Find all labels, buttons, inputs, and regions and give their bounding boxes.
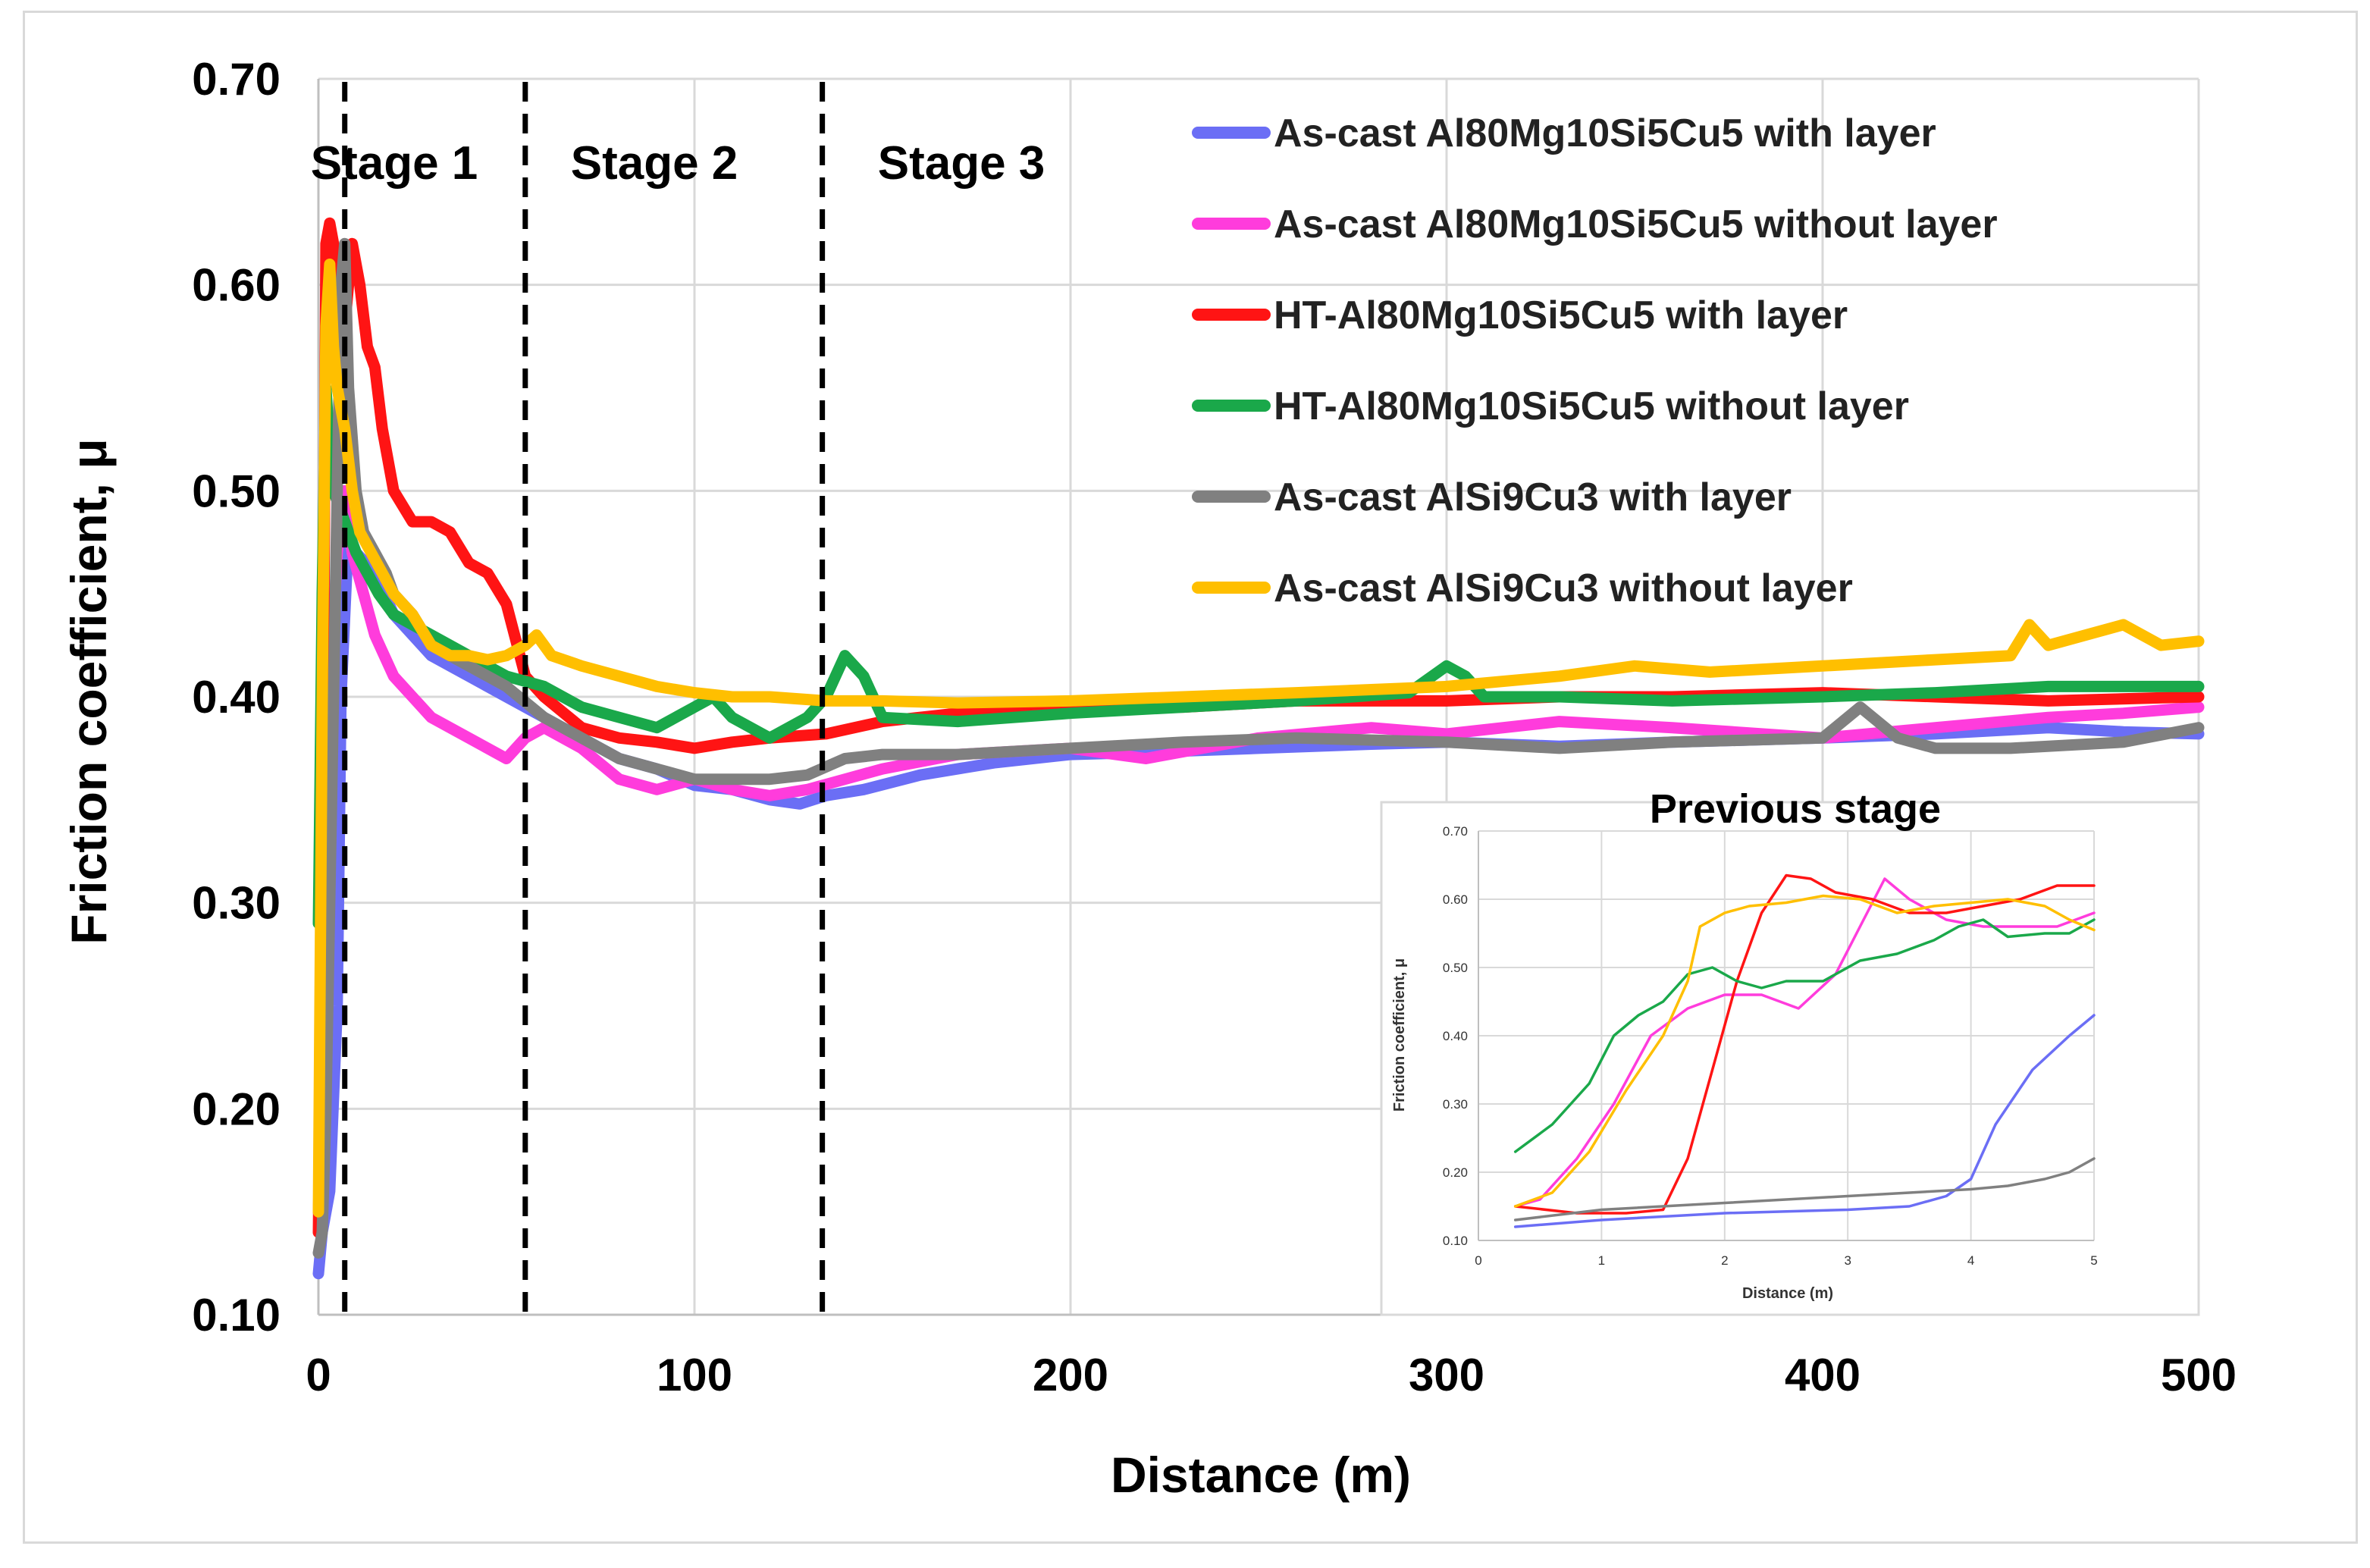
main-tick-labels: 0.100.200.300.400.500.600.700 100 200 300 40… [192, 54, 2237, 1400]
x-tick-label: 0 [306, 1350, 331, 1400]
y-tick-label: 0.50 [192, 466, 281, 516]
y-tick-label: 0.10 [1443, 1234, 1468, 1248]
x-axis-title: Distance (m) [1111, 1447, 1411, 1503]
figure-frame [23, 11, 2358, 1544]
y-tick-label: 0.40 [192, 672, 281, 723]
y-tick-label: 0.40 [1443, 1029, 1468, 1043]
inset-gridlines [1478, 830, 2095, 1241]
x-tick-label: 4 [1967, 1253, 1974, 1268]
inset-y-axis-title: Friction coefficient, μ [1391, 958, 1408, 1112]
series-line-5 [1513, 1157, 2096, 1221]
inset-frame [1380, 801, 2200, 1316]
inset-title: Previous stage [1650, 786, 1941, 832]
x-tick-label: 0 [1475, 1253, 1481, 1268]
series-line-4 [1513, 918, 2096, 1153]
stage-label-3: Stage 3 [878, 137, 1045, 190]
x-tick-label: 300 [1409, 1350, 1484, 1400]
inset-tick-labels: 0.10 0.20 0.30 0.40 0.50 0.60 0.70 0 1 2 3 4 5 [1443, 824, 2098, 1268]
y-tick-label: 0.60 [1443, 892, 1468, 907]
x-tick-label: 1 [1598, 1253, 1605, 1268]
inset-series [1513, 873, 2096, 1228]
y-tick-label: 0.20 [192, 1083, 281, 1134]
inset-chart: 0.10 0.20 0.30 0.40 0.50 0.60 0.70 0 1 2 3 4 5 Previ… [1380, 786, 2200, 1316]
y-tick-label: 0.30 [1443, 1097, 1468, 1112]
series-line-6 [312, 259, 2205, 1218]
x-tick-label: 200 [1033, 1350, 1108, 1400]
series-line-1 [1513, 1014, 2096, 1228]
series-line-2 [1513, 877, 2096, 1208]
y-tick-label: 0.70 [1443, 824, 1468, 839]
inset-x-axis-title: Distance (m) [1742, 1285, 1833, 1302]
stage-markers: Stage 1 Stage 2 Stage 3 [311, 82, 1045, 1312]
x-tick-label: 100 [657, 1350, 732, 1400]
y-tick-label: 0.70 [192, 54, 281, 105]
legend-label-5: As-cast AlSi9Cu3 with layer [1274, 475, 1792, 519]
x-tick-label: 2 [1721, 1253, 1728, 1268]
legend-label-1: As-cast Al80Mg10Si5Cu5 with layer [1274, 111, 1936, 155]
y-tick-label: 0.10 [192, 1290, 281, 1341]
x-tick-label: 500 [2161, 1350, 2237, 1400]
stage-label-1: Stage 1 [311, 137, 478, 190]
series-line-3 [1513, 873, 2096, 1215]
x-tick-label: 400 [1785, 1350, 1861, 1400]
y-tick-label: 0.30 [192, 878, 281, 929]
legend-label-2: As-cast Al80Mg10Si5Cu5 without layer [1274, 202, 1998, 246]
legend-label-4: HT-Al80Mg10Si5Cu5 without layer [1274, 384, 1909, 428]
y-tick-label: 0.60 [192, 260, 281, 311]
legend-label-6: As-cast AlSi9Cu3 without layer [1274, 566, 1853, 610]
y-tick-label: 0.50 [1443, 961, 1468, 975]
legend-label-3: HT-Al80Mg10Si5Cu5 with layer [1274, 293, 1848, 337]
legend: As-cast Al80Mg10Si5Cu5 with layer As-cast… [1192, 111, 1998, 610]
series-line-6 [1513, 894, 2096, 1208]
y-tick-label: 0.20 [1443, 1165, 1468, 1180]
stage-label-2: Stage 2 [571, 137, 738, 190]
series-line-3 [312, 217, 2205, 1238]
y-axis-title: Friction coefficient, μ [61, 438, 117, 944]
x-tick-label: 3 [1844, 1253, 1851, 1268]
x-tick-label: 5 [2090, 1253, 2097, 1268]
